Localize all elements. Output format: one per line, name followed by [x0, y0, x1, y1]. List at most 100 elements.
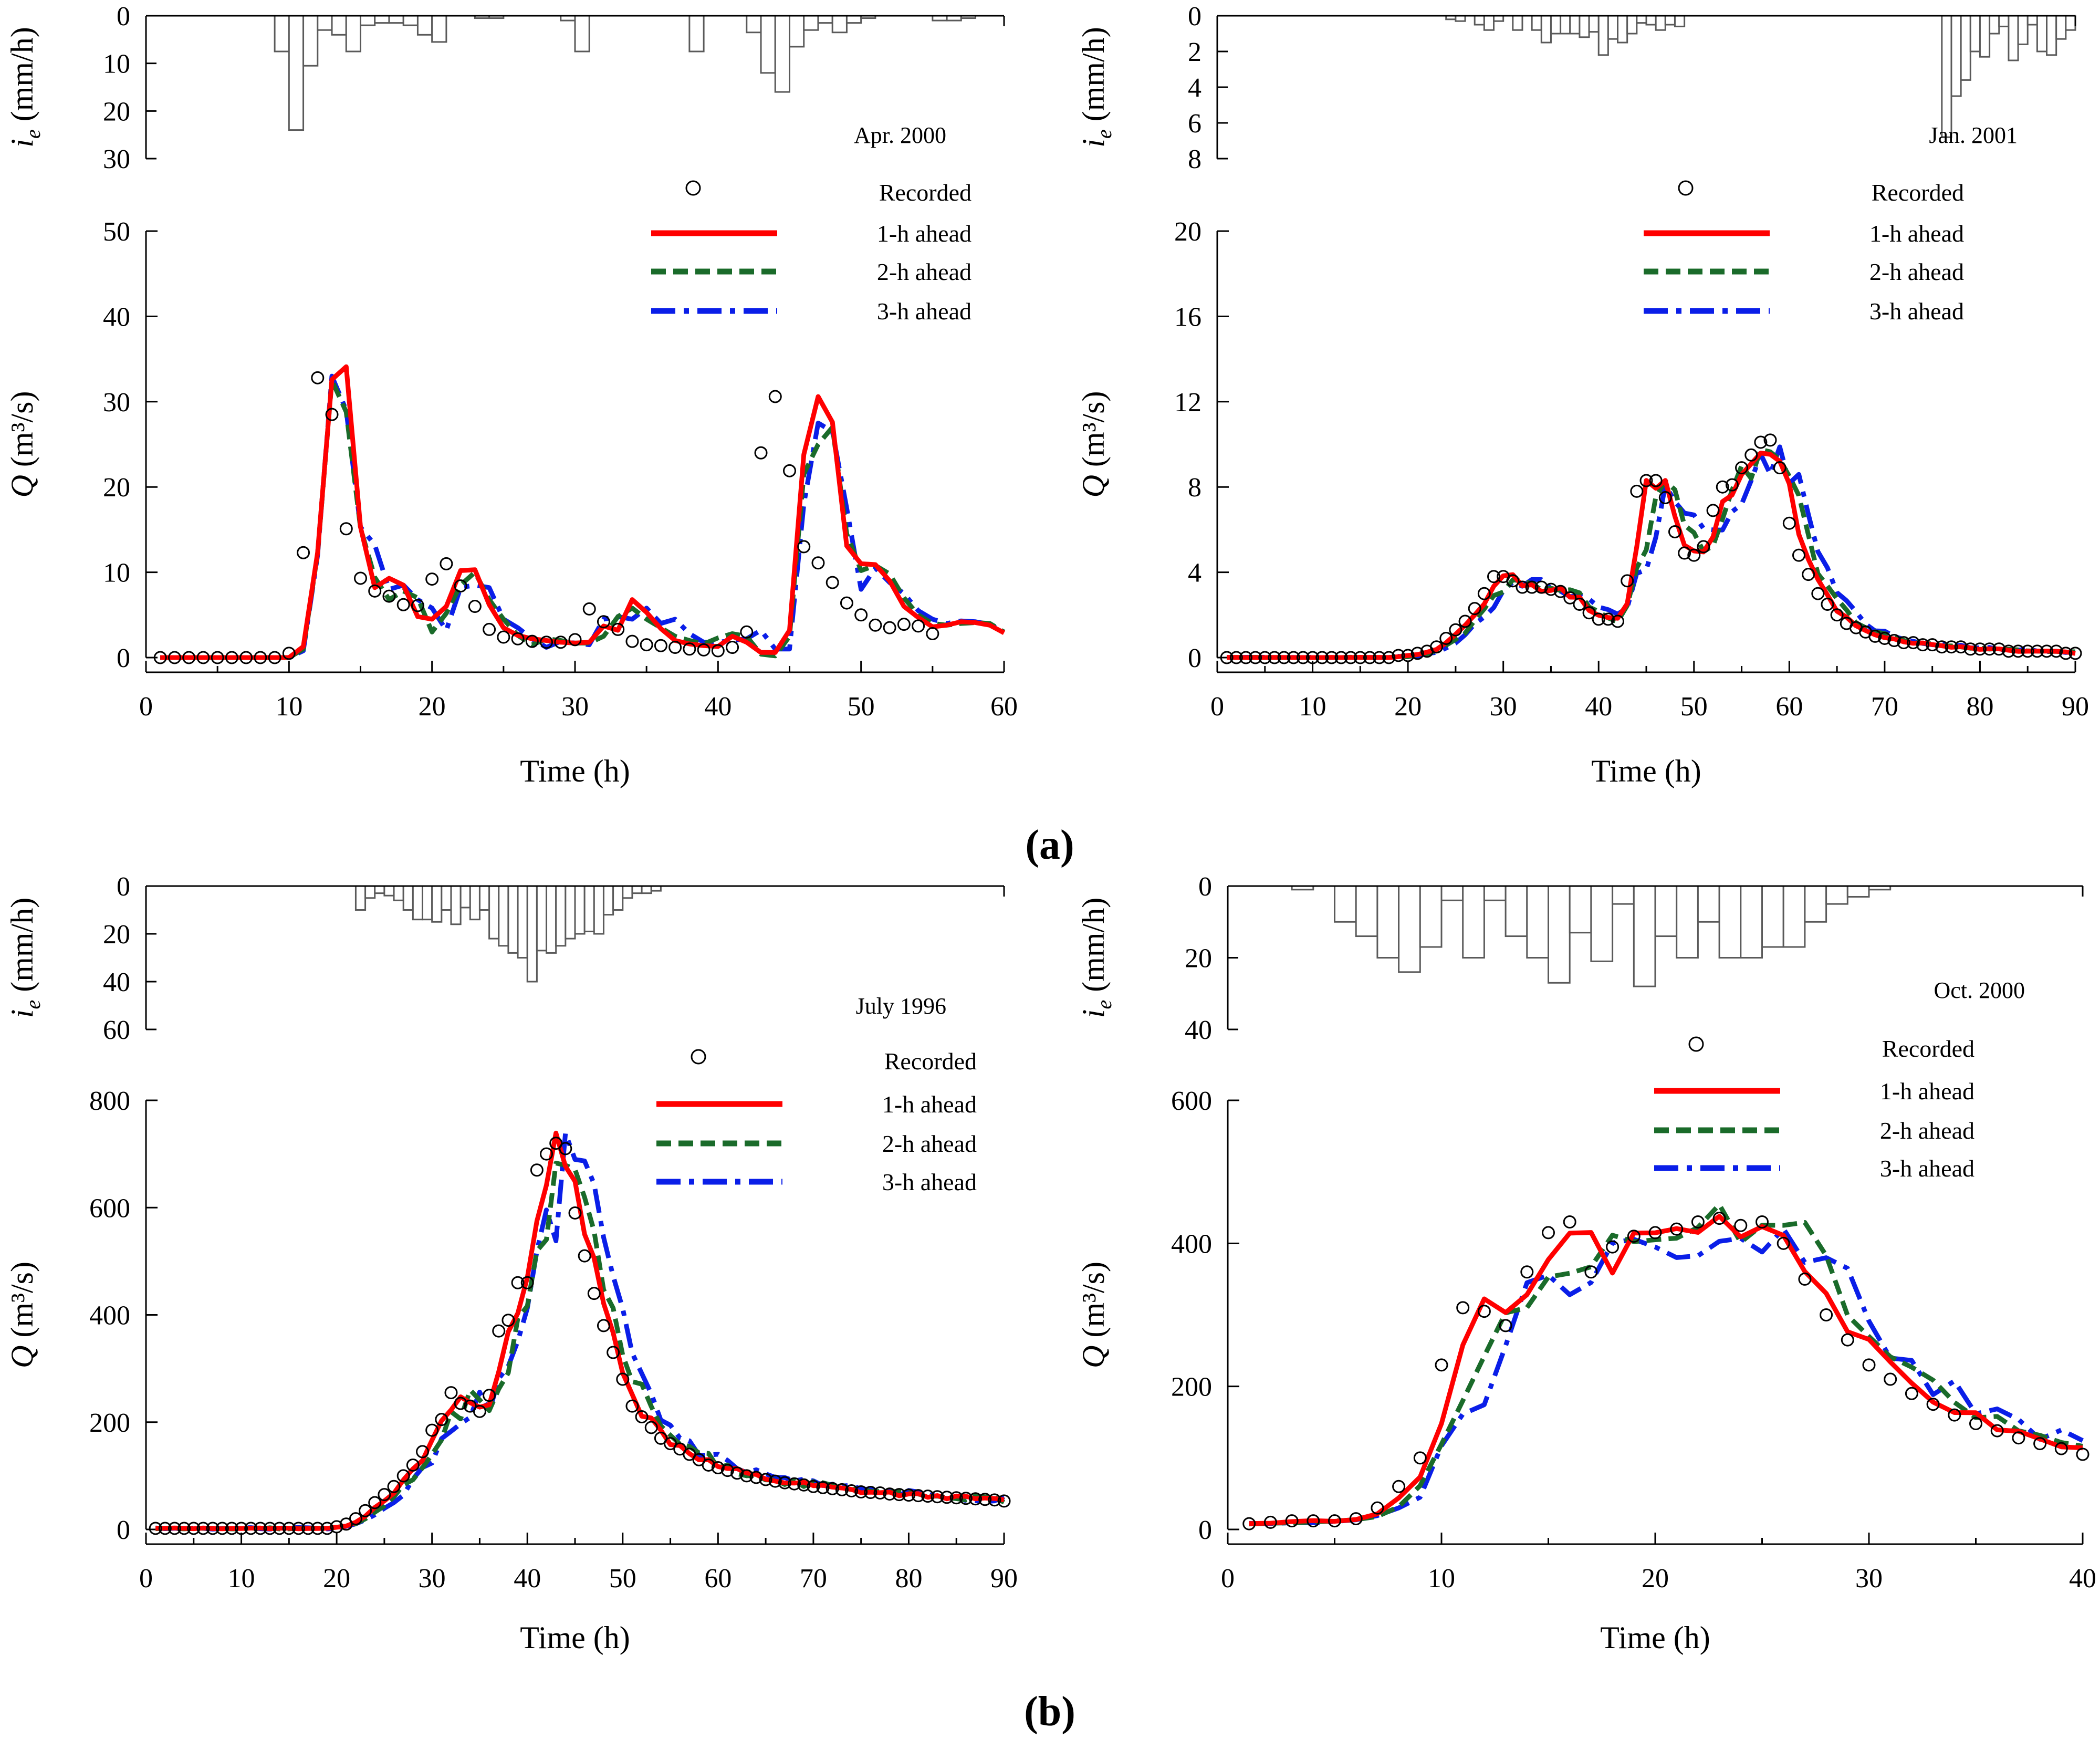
series-2h-line	[1249, 1202, 2083, 1527]
rain-bar	[2008, 15, 2019, 61]
recorded-point	[1841, 1333, 1854, 1347]
recorded-point	[1277, 651, 1291, 664]
q-y-tick-label: 30	[103, 388, 130, 418]
recorded-point	[454, 1397, 467, 1410]
recorded-point	[1678, 546, 1691, 560]
recorded-point	[2012, 1431, 2025, 1445]
x-tick-label: 10	[228, 1564, 255, 1594]
recorded-point	[1239, 651, 1252, 664]
legend-recorded-label: Recorded	[884, 1048, 977, 1075]
recorded-point	[873, 1486, 887, 1500]
recorded-point	[768, 390, 782, 403]
rain-bar	[526, 885, 538, 983]
recorded-point	[869, 618, 882, 632]
rain-bar	[517, 885, 528, 959]
rain-bar	[402, 885, 414, 911]
recorded-point	[1435, 1358, 1448, 1372]
rain-bar	[574, 885, 586, 935]
rain-bar	[2017, 15, 2029, 45]
recorded-point	[1516, 580, 1529, 594]
legend-recorded-marker	[1678, 180, 1694, 196]
rain-y-tick-label: 4	[1188, 73, 1202, 103]
recorded-point	[320, 1522, 334, 1535]
recorded-point	[483, 622, 496, 636]
rain-bar	[288, 15, 305, 131]
recorded-point	[492, 1324, 506, 1338]
recorded-point	[325, 408, 339, 421]
recorded-point	[826, 1482, 839, 1495]
recorded-point	[359, 1504, 372, 1517]
legend-recorded-marker	[685, 180, 701, 196]
recorded-point	[301, 1522, 315, 1535]
rain-bar	[1588, 15, 1600, 33]
recorded-point	[1468, 602, 1481, 616]
recorded-point	[797, 540, 811, 554]
rain-bar	[507, 885, 519, 954]
x-tick-label: 40	[514, 1564, 541, 1594]
recorded-point	[425, 572, 439, 586]
recorded-point	[1802, 568, 1815, 581]
recorded-point	[1954, 640, 1968, 654]
recorded-point	[854, 608, 868, 622]
recorded-point	[1725, 478, 1739, 492]
recorded-point	[1263, 1515, 1277, 1529]
rain-bar	[1376, 885, 1400, 959]
x-tick-label: 90	[990, 1564, 1018, 1594]
recorded-point	[1477, 587, 1491, 600]
recorded-point	[912, 1489, 925, 1503]
rain-bar	[1645, 15, 1657, 26]
x-tick-label: 10	[1428, 1564, 1455, 1594]
recorded-point	[2076, 1448, 2089, 1461]
recorded-point	[1611, 615, 1625, 628]
recorded-point	[1328, 1514, 1341, 1528]
q-y-tick-label: 4	[1188, 558, 1202, 588]
recorded-point	[1963, 642, 1977, 656]
legend-label-2h: 2-h ahead	[1880, 1117, 1974, 1144]
rain-bar	[1540, 15, 1552, 44]
rain-bar	[431, 15, 447, 43]
x-tick-label: 50	[848, 692, 875, 722]
panel-july-1996: 0 20 40 60 ie (mm/h) 0 200 400 600 800 0 10 20 30 40 50…	[5, 872, 1018, 1655]
recorded-point	[1349, 1512, 1363, 1526]
recorded-point	[997, 1494, 1011, 1508]
recorded-point	[625, 1399, 639, 1413]
recorded-point	[1592, 612, 1605, 626]
rain-bar	[602, 885, 614, 916]
recorded-point	[883, 621, 896, 634]
recorded-point	[940, 1491, 954, 1504]
rain-bar	[1462, 885, 1485, 959]
recorded-point	[1945, 640, 1958, 654]
recorded-point	[582, 602, 596, 616]
recorded-point	[568, 633, 582, 647]
recorded-point	[854, 1485, 868, 1499]
rain-bar	[1979, 15, 1991, 58]
recorded-point	[1821, 598, 1834, 611]
rain-bar	[364, 885, 376, 899]
rain-bar	[1664, 15, 1676, 26]
legend-label-1h: 1-h ahead	[1880, 1078, 1974, 1105]
q-axis-title: Q (m³/s)	[5, 1262, 39, 1368]
recorded-point	[1344, 651, 1357, 664]
rain-bar	[2065, 15, 2076, 31]
rain-bar	[1676, 885, 1699, 959]
rain-bar	[1560, 15, 1571, 35]
rain-bar	[441, 885, 452, 911]
recorded-point	[1353, 651, 1367, 664]
recorded-point	[282, 647, 296, 660]
recorded-point	[1306, 651, 1320, 664]
recorded-point	[168, 651, 181, 664]
rain-bar	[593, 885, 604, 935]
rain-bar	[1483, 15, 1495, 31]
recorded-point	[1990, 1424, 2004, 1438]
legend-label-3h: 3-h ahead	[1880, 1155, 1974, 1182]
recorded-point	[892, 1488, 906, 1502]
legend-recorded-marker	[1688, 1036, 1704, 1052]
x-tick-label: 40	[704, 692, 732, 722]
recorded-point	[749, 1471, 763, 1484]
recorded-point	[1542, 1226, 1555, 1240]
rain-bar	[1718, 885, 1742, 959]
recorded-point	[625, 634, 639, 648]
recorded-point	[578, 1249, 591, 1263]
panel-jan-2001: 0 2 4 6 8 ie (mm/h) 0 4 8 12 16 20 0 10 20 30 40 50 60 70 80…	[1076, 2, 2089, 788]
recorded-point	[497, 630, 510, 644]
